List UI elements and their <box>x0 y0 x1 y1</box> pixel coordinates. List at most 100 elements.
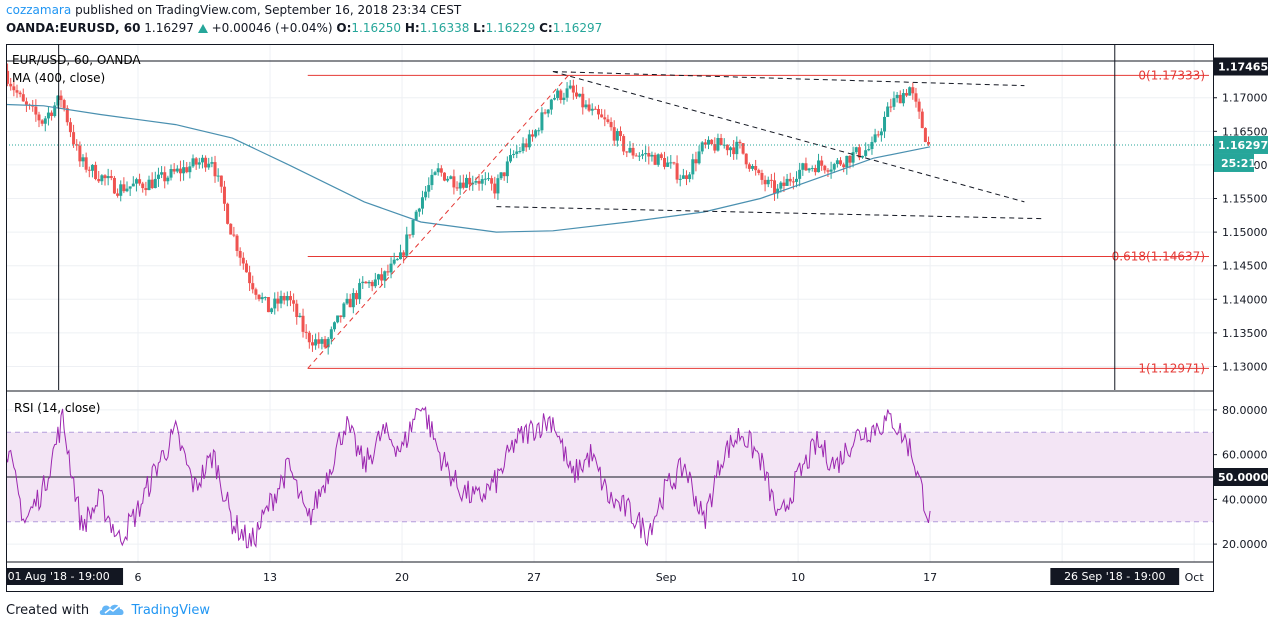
y-tick-label: 1.15000 <box>1222 226 1268 239</box>
tradingview-brand[interactable]: TradingView <box>131 603 210 618</box>
candle-body <box>857 147 861 158</box>
candle-body <box>128 186 132 189</box>
candle-body <box>248 272 252 284</box>
candle-body <box>864 150 868 156</box>
candle-body <box>97 179 101 182</box>
candle-body <box>615 131 619 141</box>
candle-body <box>452 176 456 188</box>
candle-body <box>72 132 76 145</box>
fib-retracement[interactable]: 0(1.17333) 0.618(1.14637) 1(1.12971) <box>307 68 1209 375</box>
candle-body <box>254 289 258 295</box>
candle-body <box>574 92 578 97</box>
chart-area[interactable]: 0(1.17333) 0.618(1.14637) 1(1.12971) 6 13 20… <box>6 44 1268 592</box>
candle-body <box>741 143 745 154</box>
candle-body <box>260 297 264 300</box>
candle-body <box>675 163 679 180</box>
candle-body <box>527 134 531 148</box>
trendlines[interactable] <box>6 71 1213 369</box>
candle-body <box>587 104 591 111</box>
candle-body <box>43 118 47 124</box>
candle-body <box>464 177 468 188</box>
candle-body <box>641 154 645 156</box>
countdown-badge <box>1214 153 1254 172</box>
candle-body <box>389 263 393 273</box>
y-tick-label: 1.15500 <box>1222 193 1268 206</box>
trendline[interactable] <box>552 71 1025 203</box>
candle-body <box>182 167 186 174</box>
candle-body <box>773 180 777 194</box>
candle-body <box>273 298 277 309</box>
candle-body <box>546 109 550 114</box>
candle-body <box>402 252 406 256</box>
low-label: L: <box>473 21 486 35</box>
candle-body <box>663 157 667 167</box>
candle-body <box>776 188 780 194</box>
candle-body <box>411 220 415 235</box>
high-value: 1.16338 <box>419 21 470 35</box>
rsi-indicator-label: RSI (14, close) <box>14 401 100 415</box>
candle-body <box>75 144 79 146</box>
candle-body <box>37 114 41 121</box>
candle-body <box>845 155 849 168</box>
trendline[interactable] <box>552 71 1025 87</box>
candle-body <box>707 139 711 145</box>
symbol-name: OANDA:EURUSD, 60 <box>6 21 141 35</box>
crosshair-time-badge <box>6 568 124 585</box>
candle-body <box>197 162 201 165</box>
candle-body <box>125 188 129 192</box>
candle-body <box>439 168 443 173</box>
candle-body <box>493 183 497 194</box>
candle-body <box>78 145 82 162</box>
candle-body <box>901 93 905 104</box>
candle-body <box>395 259 399 261</box>
candle-body <box>131 183 135 187</box>
candle-body <box>659 154 663 158</box>
candle-body <box>813 167 817 173</box>
countdown-label: 25:21 <box>1221 157 1256 170</box>
candle-body <box>339 315 343 318</box>
candle-body <box>612 127 616 141</box>
candle-body <box>112 177 116 194</box>
footer: Created with TradingView <box>6 602 210 618</box>
candle-body <box>320 339 324 344</box>
candle-body <box>568 85 572 89</box>
candle-body <box>854 147 858 153</box>
candle-body <box>556 90 560 99</box>
candle-body <box>323 339 327 348</box>
candle-body <box>826 170 830 172</box>
author-link[interactable]: cozzamara <box>6 3 72 17</box>
candle-body <box>392 259 396 264</box>
candle-body <box>106 176 110 179</box>
candle-body <box>798 169 802 179</box>
trendline[interactable] <box>307 71 573 369</box>
candle-body <box>373 279 377 287</box>
candle-body <box>449 176 453 179</box>
candle-body <box>842 164 846 168</box>
candle-body <box>581 93 585 108</box>
candle-body <box>380 274 384 281</box>
candle-body <box>31 105 35 107</box>
candle-body <box>301 315 305 332</box>
candle-body <box>50 112 54 117</box>
candle-body <box>552 98 556 100</box>
candle-body <box>351 293 355 308</box>
candle-body <box>923 128 927 142</box>
candle-body <box>534 130 538 137</box>
candle-body <box>408 234 412 236</box>
candle-body <box>68 122 72 133</box>
rsi-mid-badge <box>1214 468 1268 486</box>
candle-body <box>103 175 107 179</box>
crosshair-time-label: 26 Sep '18 - 19:00 <box>1064 570 1165 583</box>
candle-body <box>883 116 887 132</box>
pane-frames <box>6 44 1214 592</box>
candle-body <box>650 154 654 157</box>
symbol-line: OANDA:EURUSD, 60 1.16297 +0.00046 (+0.04… <box>6 21 602 35</box>
candle-body <box>376 274 380 280</box>
candle-body <box>263 297 267 299</box>
candle-body <box>895 94 899 99</box>
candle-body <box>559 90 563 100</box>
candle-body <box>524 143 528 148</box>
candle-body <box>477 181 481 184</box>
trendline[interactable] <box>496 206 1044 220</box>
chart-svg[interactable]: 0(1.17333) 0.618(1.14637) 1(1.12971) 6 13 20… <box>6 44 1268 592</box>
